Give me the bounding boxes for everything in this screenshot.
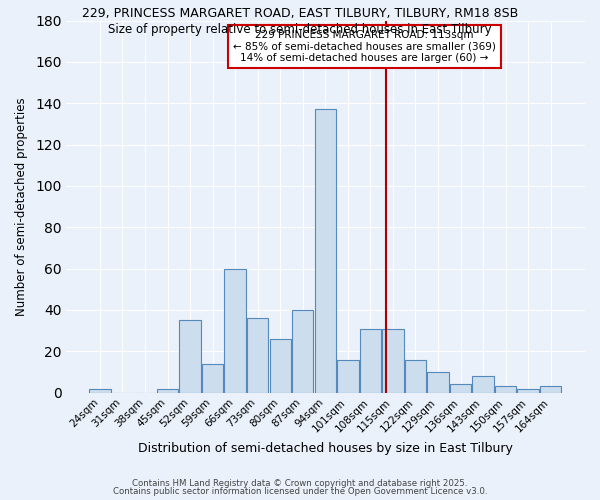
Bar [157,388,178,392]
Bar [450,384,471,392]
Text: Contains HM Land Registry data © Crown copyright and database right 2025.: Contains HM Land Registry data © Crown c… [132,478,468,488]
Bar [89,388,110,392]
Bar [269,339,291,392]
Text: 229 PRINCESS MARGARET ROAD: 113sqm
← 85% of semi-detached houses are smaller (36: 229 PRINCESS MARGARET ROAD: 113sqm ← 85%… [233,30,496,63]
Bar [314,110,336,393]
Bar [179,320,201,392]
Bar [247,318,268,392]
Text: 229, PRINCESS MARGARET ROAD, EAST TILBURY, TILBURY, RM18 8SB: 229, PRINCESS MARGARET ROAD, EAST TILBUR… [82,8,518,20]
Bar [405,360,426,392]
Text: Contains public sector information licensed under the Open Government Licence v3: Contains public sector information licen… [113,487,487,496]
Bar [472,376,494,392]
Y-axis label: Number of semi-detached properties: Number of semi-detached properties [15,98,28,316]
Bar [224,268,246,392]
Bar [495,386,517,392]
Bar [202,364,223,392]
Text: Size of property relative to semi-detached houses in East Tilbury: Size of property relative to semi-detach… [108,22,492,36]
Bar [337,360,359,392]
Bar [517,388,539,392]
Bar [540,386,562,392]
Bar [382,328,404,392]
X-axis label: Distribution of semi-detached houses by size in East Tilbury: Distribution of semi-detached houses by … [138,442,513,455]
Bar [292,310,313,392]
Bar [427,372,449,392]
Bar [359,328,381,392]
